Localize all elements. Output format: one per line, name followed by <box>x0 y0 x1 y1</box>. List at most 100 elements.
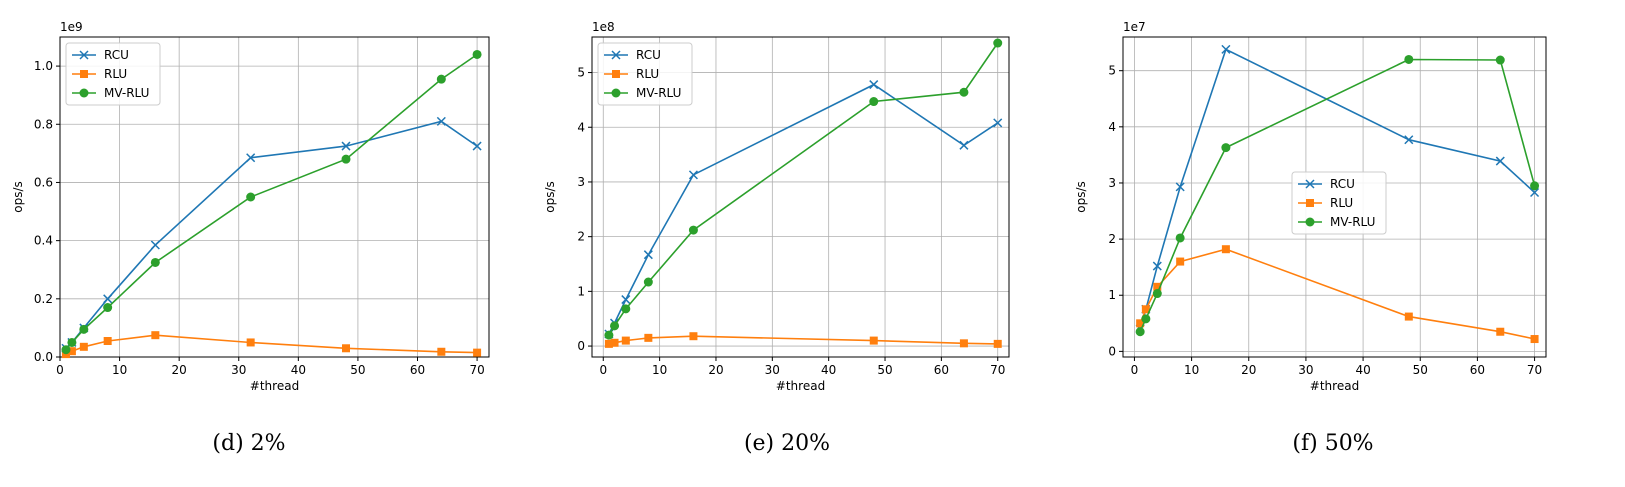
data-point-x <box>643 250 653 260</box>
y-tick-label: 0.8 <box>34 117 53 131</box>
legend-entry: MV-RLU <box>72 86 149 100</box>
x-axis-label: #thread <box>776 379 825 393</box>
y-axis-label: ops/s <box>11 181 25 213</box>
data-point-x <box>246 153 256 163</box>
legend-entry: RCU <box>1298 177 1355 191</box>
chart-0: 0 10 20 30 40 50 60 70 0.0 0.2 0.4 0.6 0.8 1.0 1e9 #thr… <box>11 20 490 456</box>
series-line <box>1139 248 1535 340</box>
series-rlu <box>1136 245 1539 344</box>
y-tick-label: 5 <box>1108 64 1116 78</box>
data-point-circle <box>688 225 698 235</box>
series-rcu <box>604 80 1003 339</box>
data-point-circle <box>1141 314 1151 324</box>
data-point-x <box>688 170 698 180</box>
plot-frame <box>1122 36 1547 358</box>
x-tick-label: 30 <box>231 363 246 377</box>
legend: RCU RLU MV-RLU <box>1291 171 1387 235</box>
data-point-x <box>1175 182 1185 192</box>
data-point-circle <box>611 88 621 98</box>
data-point-x <box>472 141 482 151</box>
data-point-circle <box>103 303 113 313</box>
x-tick-label: 70 <box>990 363 1005 377</box>
legend: RCU RLU MV-RLU <box>65 42 161 106</box>
y-tick-label: 4 <box>577 120 585 134</box>
data-point-x <box>1404 135 1414 145</box>
series-rlu <box>61 331 482 359</box>
data-point-circle <box>621 304 631 314</box>
data-point-square <box>610 338 619 347</box>
data-point-circle <box>1152 289 1162 299</box>
legend-label: RLU <box>104 67 127 81</box>
x-tick-label: 0 <box>56 363 64 377</box>
x-tick-label: 70 <box>1527 363 1542 377</box>
legend-label: RCU <box>636 48 661 62</box>
data-point-circle <box>1135 327 1145 337</box>
data-point-circle <box>472 49 482 59</box>
data-point-square <box>1530 335 1539 344</box>
data-point-square <box>1496 327 1505 336</box>
y-tick-label: 3 <box>577 175 585 189</box>
data-point-x <box>341 141 351 151</box>
data-point-square <box>80 70 88 78</box>
x-tick-label: 20 <box>1241 363 1256 377</box>
x-tick-label: 20 <box>708 363 723 377</box>
x-axis-label: #thread <box>1310 379 1359 393</box>
data-point-circle <box>643 277 653 287</box>
data-point-square <box>1221 245 1230 254</box>
legend-entry: MV-RLU <box>1298 215 1375 229</box>
series-rlu <box>604 332 1002 348</box>
x-tick-label: 30 <box>765 363 780 377</box>
x-tick-label: 60 <box>1470 363 1485 377</box>
data-point-circle <box>1530 181 1540 191</box>
data-point-circle <box>150 257 160 267</box>
data-point-circle <box>61 345 71 355</box>
data-point-square <box>959 339 968 348</box>
x-tick-label: 70 <box>469 363 484 377</box>
y-axis-label: ops/s <box>543 181 557 213</box>
x-tick-label: 50 <box>350 363 365 377</box>
legend-entry: RCU <box>72 48 129 62</box>
data-point-x <box>993 118 1003 128</box>
data-point-circle <box>604 330 614 340</box>
y-tick-label: 3 <box>1108 176 1116 190</box>
data-point-circle <box>959 87 969 97</box>
data-point-x <box>1221 44 1231 54</box>
legend-label: RLU <box>636 67 659 81</box>
legend: RCU RLU MV-RLU <box>597 42 693 106</box>
data-point-square <box>1306 199 1314 207</box>
x-tick-label: 10 <box>652 363 667 377</box>
data-point-square <box>1136 319 1145 328</box>
legend-label: MV-RLU <box>104 86 149 100</box>
data-point-circle <box>1221 143 1231 153</box>
series-mv-rlu <box>61 49 482 355</box>
y-tick-label: 4 <box>1108 120 1116 134</box>
data-point-x <box>103 294 113 304</box>
data-point-square <box>151 331 160 340</box>
data-point-circle <box>341 154 351 164</box>
data-point-square <box>342 344 350 353</box>
data-point-circle <box>246 192 256 202</box>
series-mv-rlu <box>604 38 1003 340</box>
legend-label: MV-RLU <box>1330 215 1375 229</box>
data-point-square <box>604 339 613 348</box>
figure-caption: (d) 2% <box>212 431 285 456</box>
legend-label: RLU <box>1330 196 1353 210</box>
figure-caption: (f) 50% <box>1292 431 1373 456</box>
data-point-x <box>436 116 446 126</box>
x-tick-label: 10 <box>112 363 127 377</box>
data-point-square <box>1404 312 1413 321</box>
data-point-circle <box>1305 217 1315 227</box>
x-tick-label: 60 <box>410 363 425 377</box>
series-rcu <box>61 116 482 353</box>
x-tick-label: 0 <box>599 363 607 377</box>
data-point-square <box>67 347 76 356</box>
series-mv-rlu <box>1135 54 1540 337</box>
data-point-circle <box>1404 54 1414 64</box>
data-point-circle <box>436 74 446 84</box>
data-point-square <box>644 333 653 342</box>
data-point-circle <box>1175 233 1185 243</box>
x-tick-label: 40 <box>1355 363 1370 377</box>
figure-caption: (e) 20% <box>744 431 830 456</box>
data-point-square <box>621 336 630 345</box>
